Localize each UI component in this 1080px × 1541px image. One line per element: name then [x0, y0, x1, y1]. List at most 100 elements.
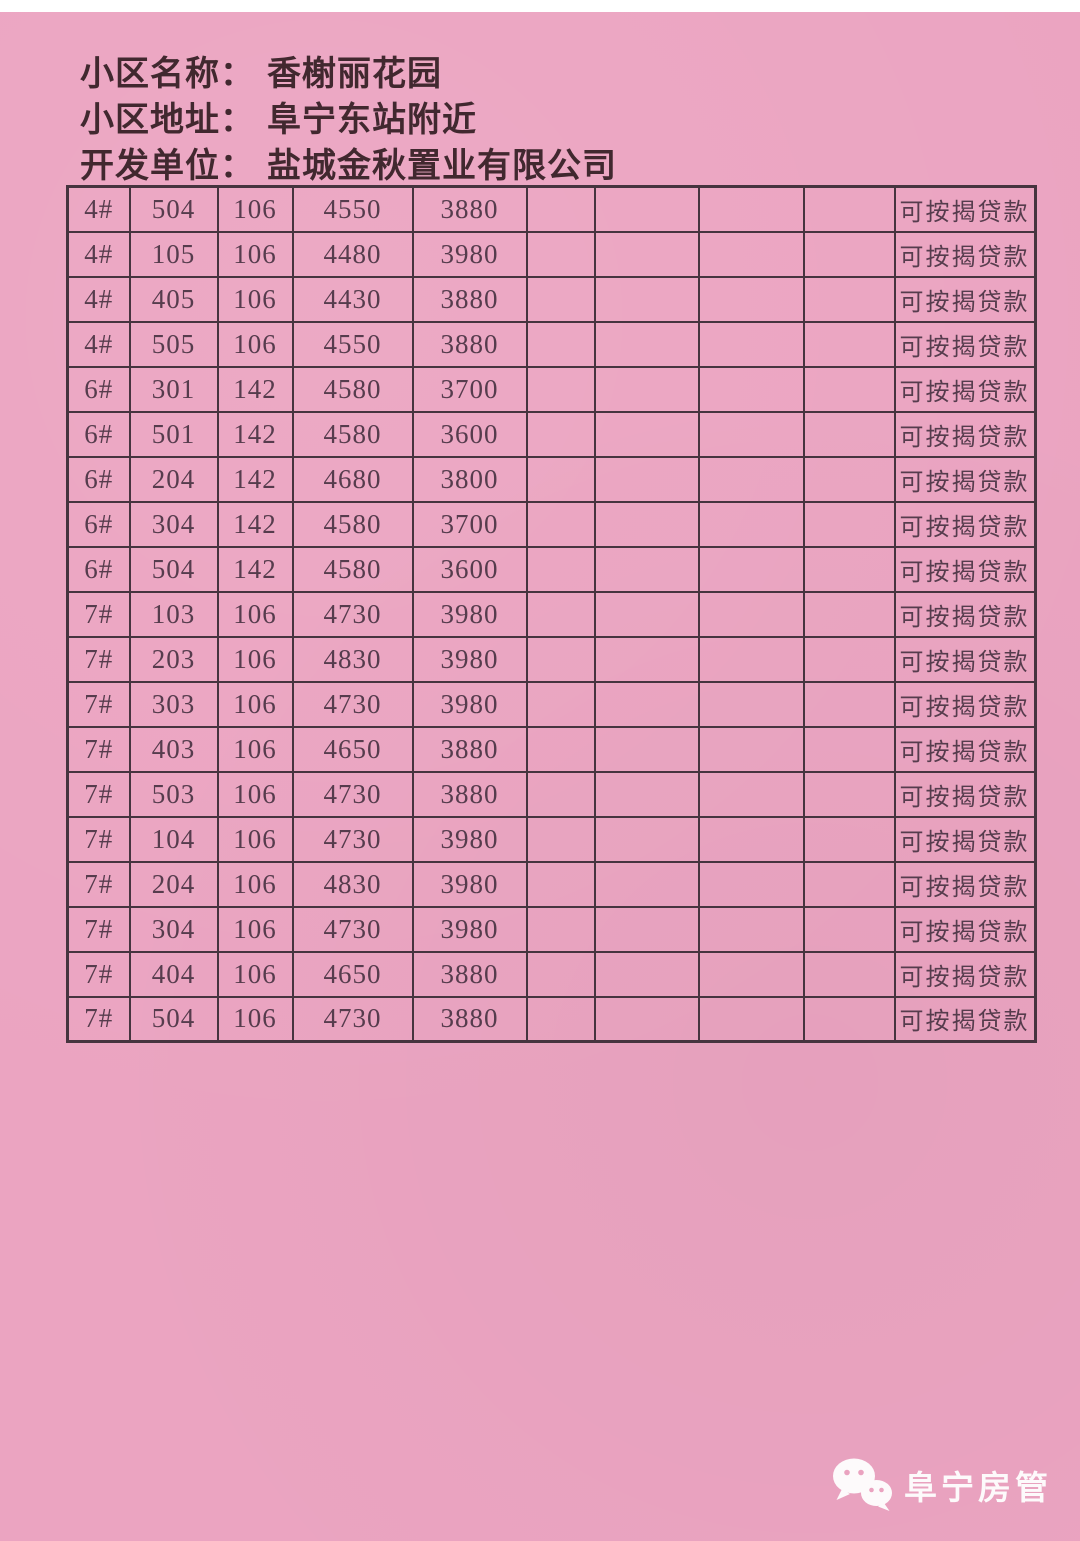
price1-cell: 4730	[291, 815, 414, 863]
empty-cell	[802, 410, 896, 458]
price2-cell: 3980	[411, 590, 528, 638]
price2-cell: 3980	[411, 230, 528, 278]
price1-cell: 4580	[291, 500, 414, 548]
empty-cell	[525, 320, 596, 368]
empty-cell	[593, 815, 700, 863]
price1-cell: 4550	[291, 320, 414, 368]
empty-cell	[697, 455, 805, 503]
area-cell: 106	[216, 905, 294, 953]
area-cell: 142	[216, 365, 294, 413]
empty-cell	[593, 500, 700, 548]
room-cell: 404	[128, 950, 219, 998]
building-cell: 6#	[66, 410, 131, 458]
area-cell: 142	[216, 545, 294, 593]
table-row: 6# 204 142 4680 3800 可按揭贷款	[66, 455, 1036, 503]
mortgage-note-cell: 可按揭贷款	[893, 410, 1036, 458]
area-cell: 106	[216, 320, 294, 368]
price1-cell: 4680	[291, 455, 414, 503]
empty-cell	[802, 500, 896, 548]
price2-cell: 3600	[411, 410, 528, 458]
price2-cell: 3880	[411, 770, 528, 818]
empty-cell	[593, 545, 700, 593]
price1-cell: 4730	[291, 995, 414, 1043]
price1-cell: 4730	[291, 680, 414, 728]
price2-cell: 3880	[411, 725, 528, 773]
empty-cell	[802, 455, 896, 503]
table-row: 7# 404 106 4650 3880 可按揭贷款	[66, 950, 1036, 998]
room-cell: 504	[128, 995, 219, 1043]
mortgage-note-cell: 可按揭贷款	[893, 230, 1036, 278]
area-cell: 106	[216, 275, 294, 323]
area-cell: 106	[216, 770, 294, 818]
empty-cell	[697, 905, 805, 953]
price1-cell: 4550	[291, 185, 414, 233]
table-row: 7# 103 106 4730 3980 可按揭贷款	[66, 590, 1036, 638]
empty-cell	[593, 365, 700, 413]
price2-cell: 3880	[411, 320, 528, 368]
community-name-value: 香榭丽花园	[267, 56, 442, 93]
empty-cell	[525, 860, 596, 908]
empty-cell	[802, 230, 896, 278]
scan-edge-strip	[0, 0, 1080, 12]
pink-paper: 小区名称： 香榭丽花园 小区地址： 阜宁东站附近 开发单位： 盐城金秋置业有限公司 4…	[0, 12, 1080, 1541]
area-cell: 106	[216, 725, 294, 773]
mortgage-note-cell: 可按揭贷款	[893, 500, 1036, 548]
area-cell: 106	[216, 635, 294, 683]
mortgage-note-cell: 可按揭贷款	[893, 950, 1036, 998]
table-row: 4# 505 106 4550 3880 可按揭贷款	[66, 320, 1036, 368]
price1-cell: 4730	[291, 590, 414, 638]
building-cell: 7#	[66, 770, 131, 818]
empty-cell	[525, 995, 596, 1043]
mortgage-note-cell: 可按揭贷款	[893, 905, 1036, 953]
area-cell: 106	[216, 185, 294, 233]
developer-value: 盐城金秋置业有限公司	[267, 148, 617, 185]
empty-cell	[802, 320, 896, 368]
price2-cell: 3700	[411, 365, 528, 413]
address-line: 小区地址： 阜宁东站附近	[80, 98, 617, 144]
address-value: 阜宁东站附近	[267, 102, 477, 139]
empty-cell	[802, 635, 896, 683]
area-cell: 106	[216, 680, 294, 728]
building-cell: 4#	[66, 320, 131, 368]
room-cell: 104	[128, 815, 219, 863]
building-cell: 7#	[66, 815, 131, 863]
area-cell: 106	[216, 950, 294, 998]
empty-cell	[593, 680, 700, 728]
table-row: 4# 504 106 4550 3880 可按揭贷款	[66, 185, 1036, 233]
building-cell: 7#	[66, 680, 131, 728]
price2-cell: 3700	[411, 500, 528, 548]
building-cell: 7#	[66, 860, 131, 908]
empty-cell	[697, 995, 805, 1043]
empty-cell	[593, 635, 700, 683]
empty-cell	[593, 590, 700, 638]
area-cell: 106	[216, 815, 294, 863]
price2-cell: 3880	[411, 995, 528, 1043]
price1-cell: 4650	[291, 725, 414, 773]
price1-cell: 4730	[291, 905, 414, 953]
building-cell: 6#	[66, 545, 131, 593]
building-cell: 7#	[66, 950, 131, 998]
price2-cell: 3980	[411, 860, 528, 908]
empty-cell	[697, 500, 805, 548]
table-row: 4# 105 106 4480 3980 可按揭贷款	[66, 230, 1036, 278]
empty-cell	[802, 725, 896, 773]
empty-cell	[593, 275, 700, 323]
price2-cell: 3980	[411, 680, 528, 728]
empty-cell	[802, 950, 896, 998]
empty-cell	[593, 725, 700, 773]
empty-cell	[593, 320, 700, 368]
area-cell: 142	[216, 410, 294, 458]
empty-cell	[525, 365, 596, 413]
table-row: 7# 403 106 4650 3880 可按揭贷款	[66, 725, 1036, 773]
empty-cell	[802, 590, 896, 638]
building-cell: 7#	[66, 905, 131, 953]
empty-cell	[697, 185, 805, 233]
empty-cell	[802, 860, 896, 908]
empty-cell	[525, 410, 596, 458]
price1-cell: 4580	[291, 545, 414, 593]
room-cell: 103	[128, 590, 219, 638]
empty-cell	[525, 905, 596, 953]
building-cell: 7#	[66, 590, 131, 638]
table-row: 7# 203 106 4830 3980 可按揭贷款	[66, 635, 1036, 683]
